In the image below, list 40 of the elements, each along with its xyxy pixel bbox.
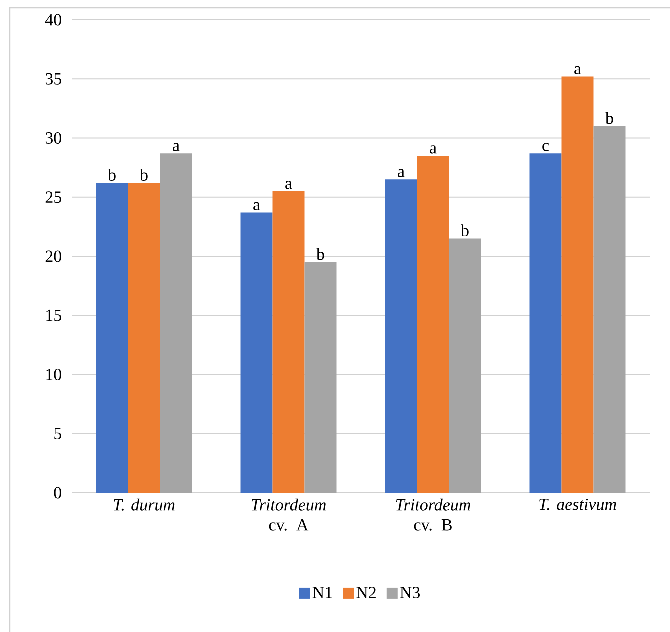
y-tick-label: 35 [46,73,62,85]
bar [417,156,450,493]
y-tick-label: 15 [46,310,62,322]
x-tick-label: T. aestivum [540,498,616,510]
bar [594,126,626,493]
y-tick-label: 20 [46,250,62,262]
data-label: a [574,66,582,75]
y-tick-label: 25 [46,192,62,204]
data-label: a [398,169,405,178]
x-tick-label: Tritordeum cv. A [252,498,326,531]
legend-label: N2 [356,587,376,598]
legend-label: N1 [312,587,332,598]
data-label: a [173,143,180,152]
data-label: a [430,146,437,154]
bar [272,191,305,493]
data-label: c [542,143,549,152]
data-label: b [605,112,614,124]
y-tick-label: 5 [54,428,62,440]
x-tick-label: T. durum [114,498,175,511]
bar [96,183,128,493]
legend-label: N3 [400,587,420,598]
y-tick-label: 40 [45,14,62,26]
y-tick-label: 10 [46,369,62,380]
data-label: b [140,169,148,181]
data-label: a [286,181,292,190]
y-tick-label: 0 [54,487,62,499]
bar [304,262,337,493]
bar [240,212,273,493]
data-label: a [254,202,260,211]
bar [385,180,418,493]
bar [160,154,192,493]
bar [530,154,562,493]
bar [562,76,594,493]
x-tick-label: Tritordeum cv. B [396,498,470,531]
data-label: b [316,248,324,260]
bar [128,183,160,493]
data-label: b [108,169,116,181]
bar [449,238,482,493]
data-label: b [461,224,469,237]
y-tick-label: 30 [46,132,62,144]
